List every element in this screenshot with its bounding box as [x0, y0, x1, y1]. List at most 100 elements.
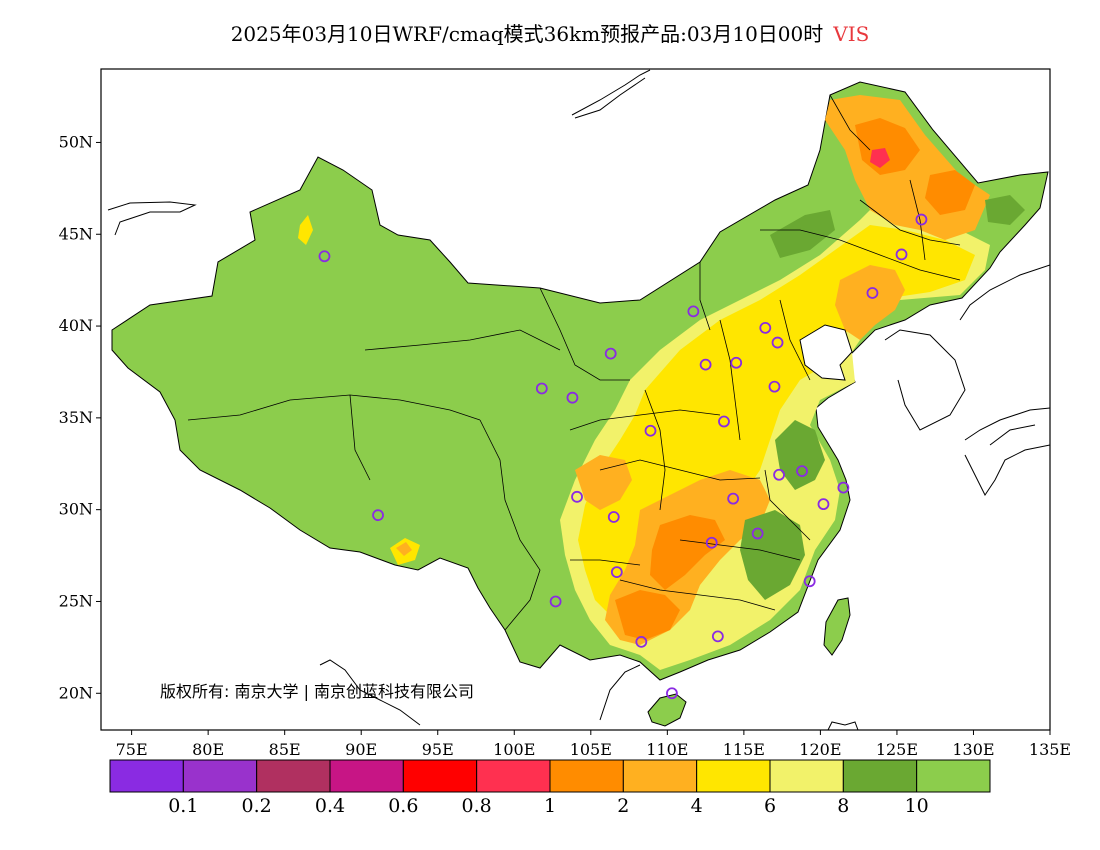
station-marker-icon	[817, 498, 830, 511]
colorbar-label: 2	[617, 795, 629, 817]
colorbar-label: 8	[837, 795, 849, 817]
lat-tick-label: 30N	[59, 500, 93, 519]
station-marker-icon	[751, 527, 764, 540]
haze-zone-orange-sichuan	[575, 455, 632, 510]
colorbar-swatch	[476, 759, 551, 793]
station-marker-icon	[915, 213, 928, 226]
station-marker-icon	[687, 305, 700, 318]
haze-zone-darkorange-ne2	[925, 170, 975, 215]
lon-tick-label: 100E	[493, 740, 535, 759]
station-marker-icon	[705, 536, 718, 549]
colorbar-swatch	[329, 759, 404, 793]
neighbour-coastlines	[107, 69, 1050, 730]
haze-zone-darkgreen-nmg	[770, 210, 835, 258]
station-marker-icon	[771, 336, 784, 349]
colorbar-swatch	[696, 759, 771, 793]
province-boundaries	[187, 94, 961, 631]
map-layers	[107, 69, 1050, 730]
map-frame	[100, 68, 1051, 731]
station-marker-icon	[796, 465, 808, 478]
station-marker-icon	[837, 481, 850, 494]
station-marker-icon	[318, 250, 331, 263]
station-marker-icon	[730, 356, 743, 369]
station-marker-icon	[803, 575, 816, 588]
haze-zone-darkgreen-ne	[985, 195, 1025, 225]
station-marker-icon	[607, 511, 620, 523]
map-title: 2025年03月10日WRF/cmaq模式36km预报产品:03月10日00时 V…	[0, 18, 1100, 47]
station-marker-icon	[866, 287, 879, 299]
colorbar-label: 0.2	[242, 795, 272, 817]
colorbar-swatch	[916, 759, 991, 793]
hainan-island	[647, 693, 687, 727]
copyright-text: 版权所有: 南京大学 | 南京创蓝科技有限公司	[160, 682, 474, 701]
longitude-axis: 75E 80E 85E 90E 95E 100E 105E 110E 115E 120E 125E 1…	[116, 730, 1071, 759]
colorbar-label: 0.4	[315, 795, 345, 817]
station-marker-icon	[895, 248, 908, 261]
station-marker-icon	[773, 468, 785, 481]
station-marker-icon	[666, 687, 678, 700]
colorbar-swatch	[622, 759, 698, 793]
station-marker-icon	[610, 566, 623, 578]
bohai-sea	[799, 324, 853, 381]
lon-tick-label: 95E	[422, 740, 454, 759]
colorbar-label: 0.6	[388, 795, 418, 817]
station-marker-icon	[644, 424, 657, 437]
station-marker-icon	[635, 635, 648, 648]
lat-tick-label: 50N	[59, 132, 93, 151]
colorbar-label: 10	[905, 795, 929, 817]
lat-tick-label: 40N	[59, 316, 93, 335]
station-marker-icon	[549, 595, 562, 608]
station-marker-icon	[699, 358, 712, 371]
lat-tick-label: 35N	[59, 408, 93, 427]
station-marker-icon	[768, 380, 781, 393]
lon-tick-label: 110E	[646, 740, 688, 759]
colorbar-label: 0.1	[168, 795, 198, 817]
lon-tick-label: 120E	[799, 740, 841, 759]
haze-zone-darkgreen-east	[775, 420, 825, 490]
station-marker-icon	[759, 321, 772, 334]
lon-tick-label: 105E	[570, 740, 612, 759]
colorbar-label: 4	[691, 795, 703, 817]
station-marker-icon	[372, 509, 384, 522]
lon-tick-label: 80E	[192, 740, 224, 759]
colorbar-swatch	[402, 759, 478, 793]
station-marker-icon	[566, 391, 579, 404]
haze-zone-orange-liaoning	[835, 265, 905, 340]
station-markers	[318, 213, 928, 700]
lat-tick-label: 25N	[59, 591, 93, 610]
colorbar-label: 0.8	[462, 795, 492, 817]
station-marker-icon	[604, 347, 617, 360]
colorbar-swatch	[256, 759, 331, 793]
taiwan-island	[823, 597, 851, 656]
colorbar-label: 6	[764, 795, 776, 817]
haze-zone-darkorange-central	[650, 515, 725, 590]
haze-zone-darkorange-south	[615, 590, 680, 640]
haze-zone-darkgreen-se	[740, 510, 805, 600]
haze-zone-tibet-orange	[396, 542, 412, 556]
station-marker-icon	[571, 490, 583, 503]
station-marker-icon	[727, 492, 740, 505]
lat-tick-label: 20N	[59, 683, 93, 702]
lon-tick-label: 130E	[952, 740, 994, 759]
colorbar-swatch	[549, 759, 624, 793]
lat-tick-label: 45N	[59, 224, 93, 243]
colorbar: 0.1 0.2 0.4 0.6 0.8 1 2 4 6 8 10	[109, 759, 991, 817]
haze-zone-xinjiang-spot	[298, 215, 313, 245]
lon-tick-label: 125E	[876, 740, 918, 759]
lon-tick-label: 85E	[269, 740, 301, 759]
lon-tick-label: 75E	[116, 740, 148, 759]
colorbar-swatch	[182, 759, 258, 793]
latitude-axis: 50N 45N 40N 35N 30N 25N 20N	[59, 132, 101, 702]
lon-tick-label: 90E	[345, 740, 377, 759]
colorbar-swatch	[109, 759, 184, 793]
colorbar-swatch	[842, 759, 918, 793]
station-marker-icon	[535, 382, 548, 395]
lon-tick-label: 115E	[723, 740, 765, 759]
station-marker-icon	[711, 630, 724, 643]
station-marker-icon	[718, 415, 730, 428]
lon-tick-label: 135E	[1029, 740, 1071, 759]
variable-label: VIS	[833, 22, 870, 46]
colorbar-swatch	[769, 759, 844, 793]
map-title-text: 2025年03月10日WRF/cmaq模式36km预报产品:03月10日00时	[230, 22, 824, 46]
